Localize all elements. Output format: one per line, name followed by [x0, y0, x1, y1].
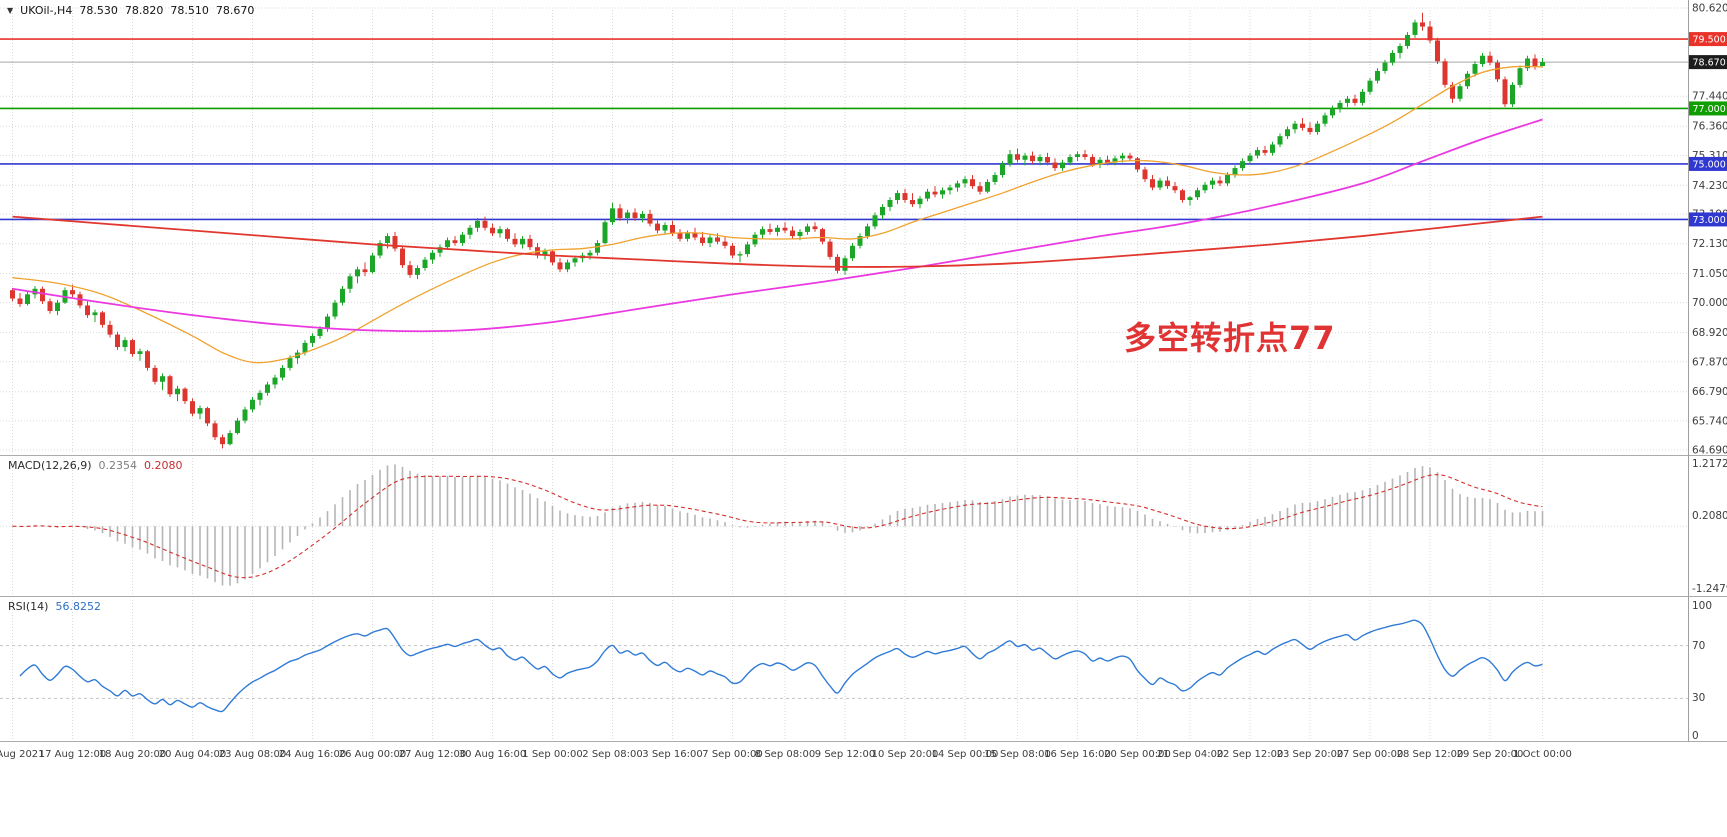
- svg-text:7 Sep 00:00: 7 Sep 00:00: [702, 749, 762, 760]
- rsi-level-lines: [0, 645, 1688, 699]
- svg-text:9 Sep 12:00: 9 Sep 12:00: [815, 749, 875, 760]
- svg-text:72.130: 72.130: [1692, 238, 1727, 250]
- svg-text:65.740: 65.740: [1692, 415, 1727, 427]
- macd-name: MACD(12,26,9): [8, 459, 92, 472]
- macd-main-value: 0.2354: [98, 459, 138, 472]
- svg-text:16 Sep 16:00: 16 Sep 16:00: [1044, 749, 1111, 760]
- ma-fast-orange: [12, 65, 1543, 364]
- chart-canvas[interactable]: 80.62077.44076.36075.31074.23073.19072.1…: [0, 0, 1727, 770]
- svg-text:17 Aug 12:00: 17 Aug 12:00: [39, 749, 106, 760]
- svg-text:2 Sep 08:00: 2 Sep 08:00: [582, 749, 642, 760]
- svg-text:80.620: 80.620: [1692, 3, 1727, 15]
- ohlc-open: 78.530: [79, 4, 118, 17]
- svg-text:70.000: 70.000: [1692, 297, 1727, 309]
- svg-text:27 Sep 00:00: 27 Sep 00:00: [1337, 749, 1404, 760]
- svg-text:28 Sep 12:00: 28 Sep 12:00: [1397, 749, 1464, 760]
- svg-text:1 Sep 00:00: 1 Sep 00:00: [522, 749, 582, 760]
- svg-text:73.000: 73.000: [1693, 215, 1726, 226]
- svg-text:30 Aug 16:00: 30 Aug 16:00: [459, 749, 526, 760]
- svg-text:67.870: 67.870: [1692, 356, 1727, 368]
- horizontal-level-lines: [0, 38, 1688, 221]
- svg-text:77.440: 77.440: [1692, 91, 1727, 103]
- rsi-line: [19, 619, 1543, 713]
- svg-text:64.690: 64.690: [1692, 445, 1727, 457]
- rsi-scale-70: 70: [1692, 640, 1706, 652]
- svg-text:18 Aug 20:00: 18 Aug 20:00: [99, 749, 166, 760]
- macd-signal-value: 0.2080: [144, 459, 183, 472]
- svg-text:74.230: 74.230: [1692, 180, 1727, 192]
- ohlc-high: 78.820: [124, 4, 164, 17]
- svg-text:20 Sep 00:00: 20 Sep 00:00: [1104, 749, 1171, 760]
- svg-text:79.500: 79.500: [1693, 35, 1726, 46]
- svg-text:76.360: 76.360: [1692, 121, 1727, 133]
- svg-text:22 Sep 12:00: 22 Sep 12:00: [1217, 749, 1284, 760]
- chart-title-bar: ▼ UKOil-,H4 78.530 78.820 78.510 78.670: [7, 4, 254, 17]
- rsi-indicator-label: RSI(14) 56.8252: [8, 600, 101, 613]
- svg-text:77.000: 77.000: [1693, 104, 1726, 115]
- svg-text:68.920: 68.920: [1692, 327, 1727, 339]
- svg-text:27 Aug 12:00: 27 Aug 12:00: [399, 749, 466, 760]
- one-click-trading-arrow-icon[interactable]: ▼: [7, 6, 14, 15]
- rsi-name: RSI(14): [8, 600, 49, 613]
- svg-text:1 Oct 00:00: 1 Oct 00:00: [1513, 749, 1572, 760]
- svg-text:78.670: 78.670: [1693, 58, 1726, 69]
- chart-annotation-text[interactable]: 多空转折点77: [1124, 319, 1336, 357]
- price-axis-badges: 79.500 78.670 77.000 75.000 73.000: [1689, 32, 1727, 227]
- svg-text:26 Aug 00:00: 26 Aug 00:00: [339, 749, 406, 760]
- price-axis[interactable]: 80.62077.44076.36075.31074.23073.19072.1…: [1692, 3, 1727, 457]
- chart-symbol-period: UKOil-,H4: [20, 4, 73, 17]
- svg-text:29 Sep 20:00: 29 Sep 20:00: [1457, 749, 1524, 760]
- svg-text:15 Sep 08:00: 15 Sep 08:00: [984, 749, 1051, 760]
- svg-text:23 Sep 20:00: 23 Sep 20:00: [1277, 749, 1344, 760]
- macd-scale-top: 1.2172: [1692, 458, 1727, 470]
- macd-histogram: [11, 464, 1544, 586]
- panel-separators: [0, 0, 1727, 742]
- svg-text:20 Aug 04:00: 20 Aug 04:00: [159, 749, 226, 760]
- svg-text:71.050: 71.050: [1692, 268, 1727, 280]
- macd-signal-line: [12, 474, 1543, 579]
- candles[interactable]: [10, 12, 1545, 449]
- macd-scale-mid: 0.2080: [1692, 510, 1727, 522]
- grid-lines: [0, 7, 1688, 740]
- ohlc-close: 78.670: [215, 4, 255, 17]
- svg-text:23 Aug 08:00: 23 Aug 08:00: [219, 749, 286, 760]
- ma-slow-red: [12, 215, 1543, 268]
- svg-text:10 Sep 20:00: 10 Sep 20:00: [872, 749, 939, 760]
- svg-text:75.000: 75.000: [1693, 159, 1726, 170]
- svg-text:16 Aug 2021: 16 Aug 2021: [0, 749, 45, 760]
- svg-text:21 Sep 04:00: 21 Sep 04:00: [1157, 749, 1224, 760]
- macd-indicator-label: MACD(12,26,9) 0.2354 0.2080: [8, 459, 183, 472]
- svg-text:66.790: 66.790: [1692, 386, 1727, 398]
- rsi-scale-100: 100: [1692, 600, 1713, 612]
- rsi-scale-0: 0: [1692, 730, 1699, 742]
- svg-text:8 Sep 08:00: 8 Sep 08:00: [755, 749, 815, 760]
- rsi-value: 56.8252: [55, 600, 101, 613]
- ma-mid-magenta: [12, 118, 1543, 333]
- macd-scale-bottom: -1.2479: [1692, 583, 1727, 595]
- ohlc-low: 78.510: [170, 4, 209, 17]
- svg-text:3 Sep 16:00: 3 Sep 16:00: [642, 749, 702, 760]
- svg-text:14 Sep 00:00: 14 Sep 00:00: [932, 749, 999, 760]
- svg-text:24 Aug 16:00: 24 Aug 16:00: [279, 749, 346, 760]
- rsi-scale-30: 30: [1692, 692, 1706, 704]
